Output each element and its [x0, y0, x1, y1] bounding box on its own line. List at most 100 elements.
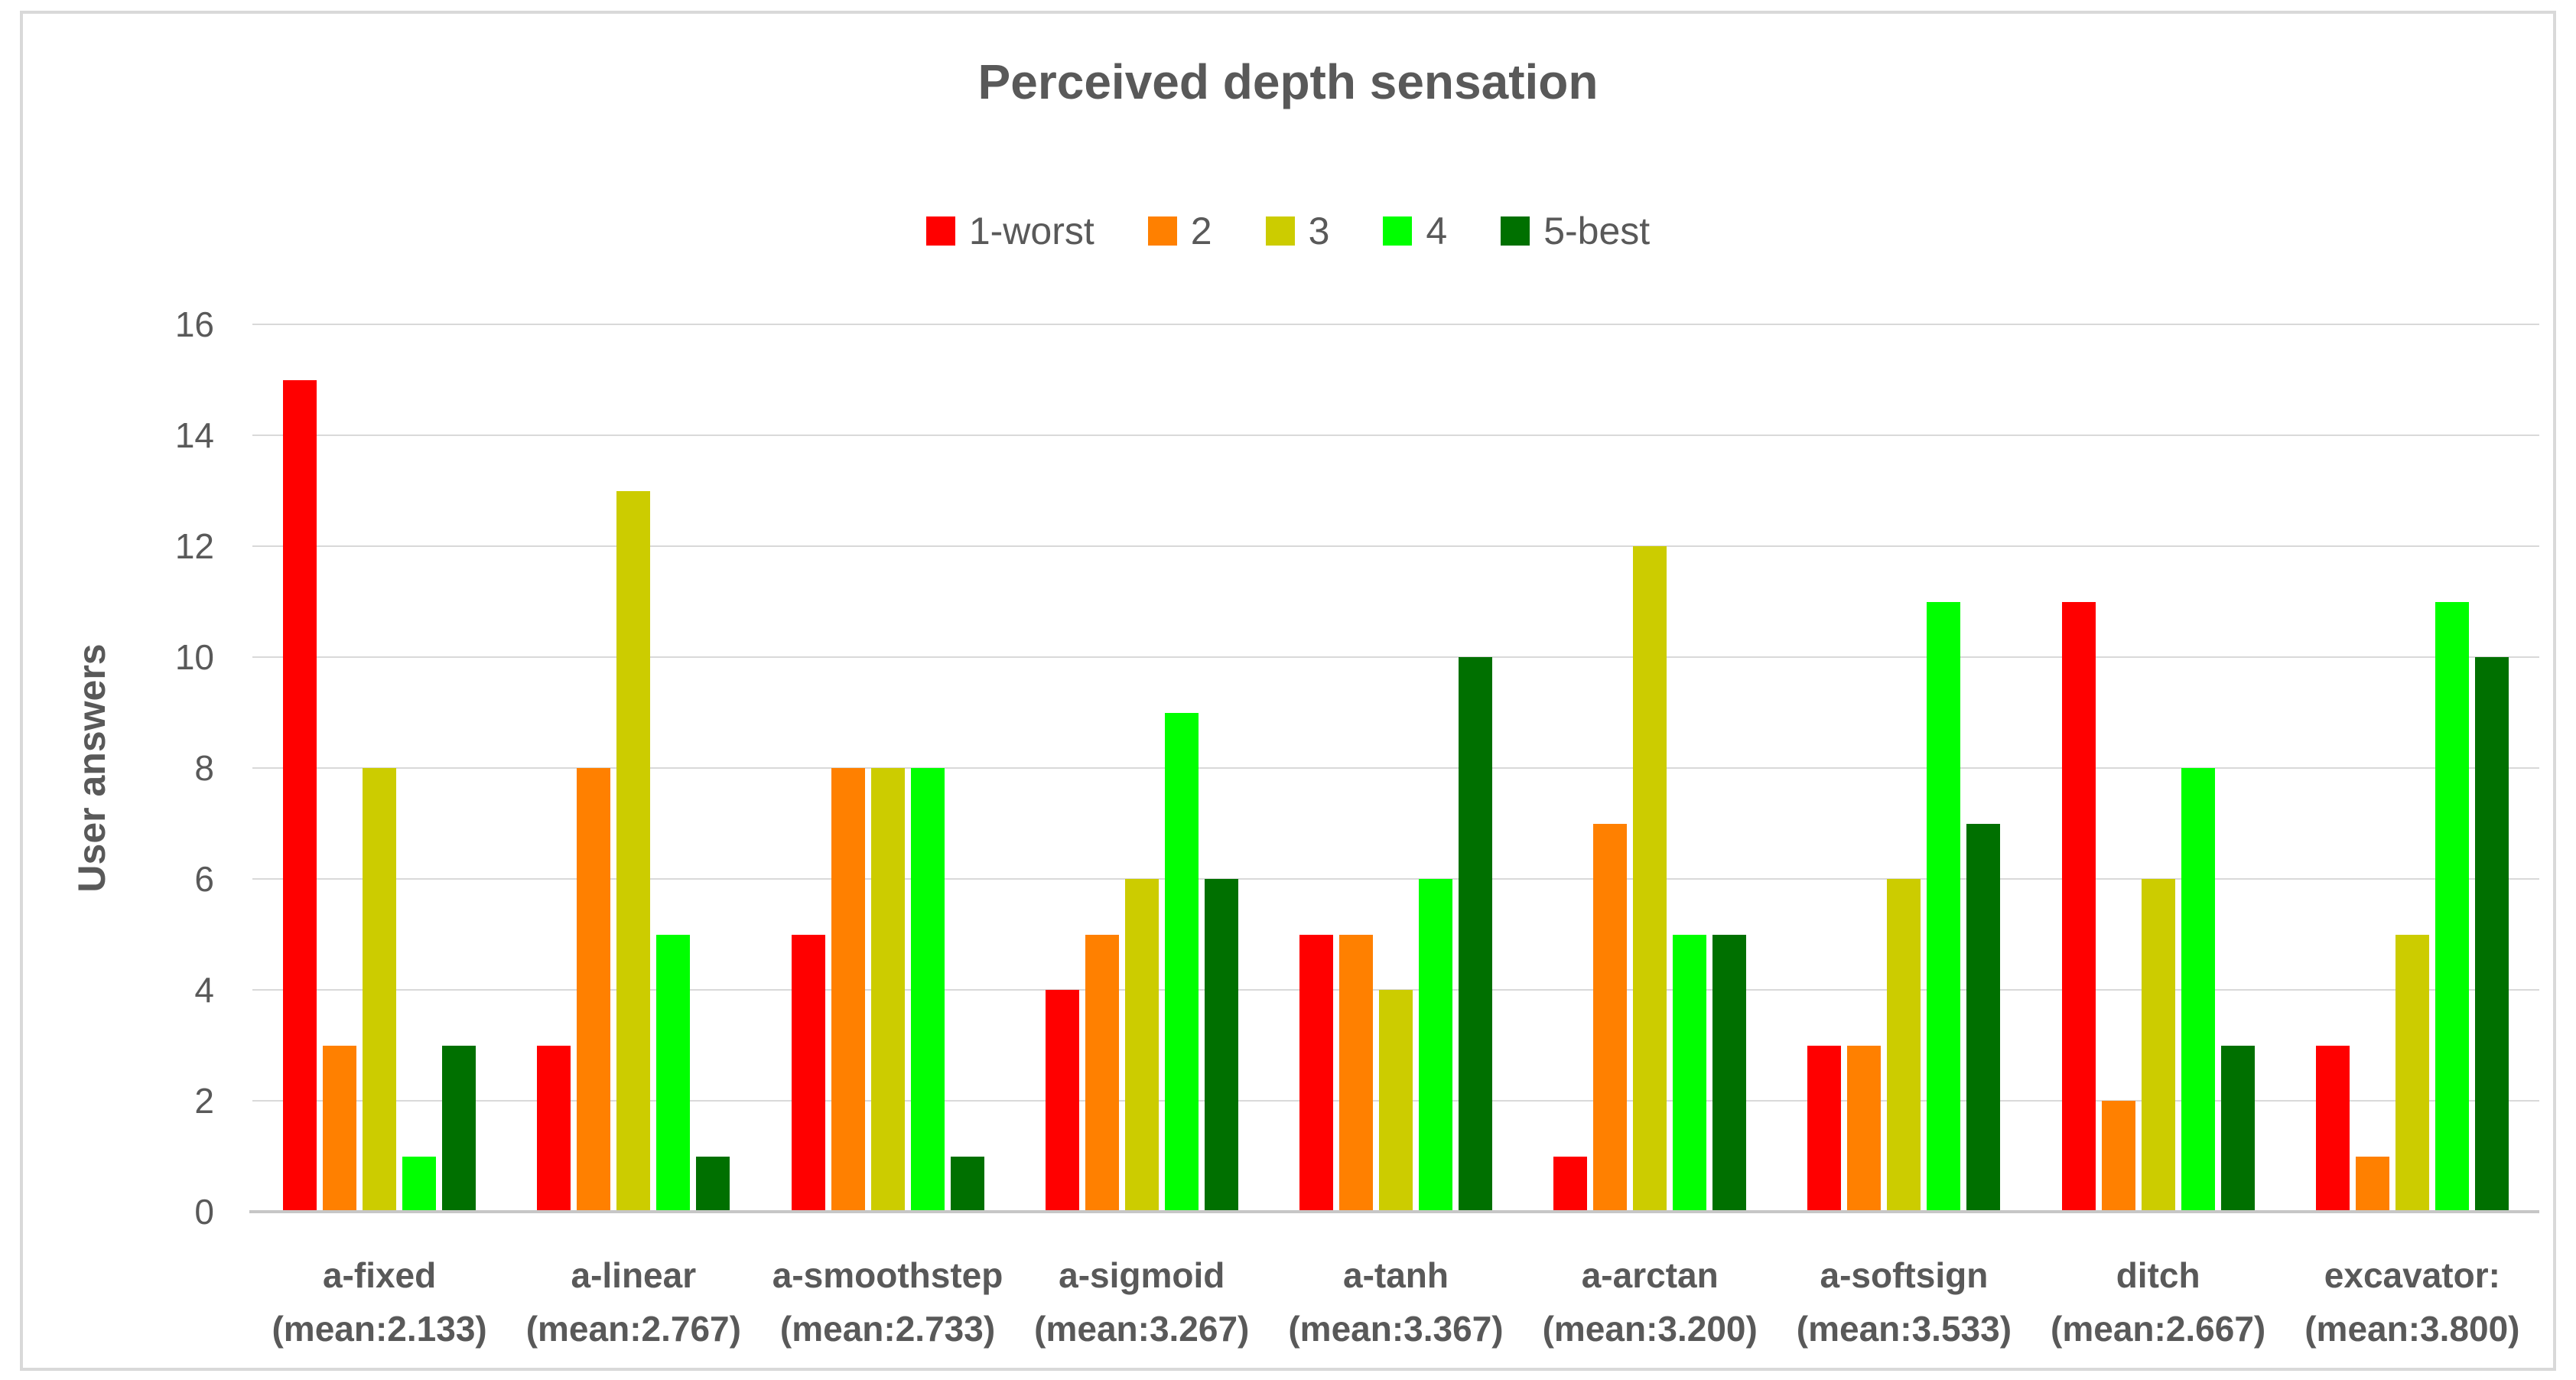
chart-frame: Perceived depth sensation 1-worst 2 3 4 5-be…	[20, 11, 2556, 1371]
x-category-label: a-tanh	[1342, 1255, 1449, 1295]
legend-swatch	[1265, 216, 1295, 246]
y-tick-label: 16	[174, 304, 214, 344]
gridline	[252, 878, 2539, 880]
bar	[1593, 823, 1628, 1212]
bar-group	[2285, 324, 2539, 1212]
bar	[870, 768, 905, 1212]
x-label-slot: a-sigmoid (mean:3.267)	[1015, 1248, 1269, 1356]
x-label-slot: a-tanh (mean:3.367)	[1269, 1248, 1523, 1356]
gridline	[252, 767, 2539, 769]
x-category-label: a-smoothstep	[772, 1255, 1003, 1295]
y-tick-label: 0	[194, 1192, 214, 1232]
bar-group	[2031, 324, 2285, 1212]
bar	[2061, 601, 2096, 1212]
gridline	[252, 324, 2539, 325]
bar	[1807, 1045, 1842, 1212]
legend-item: 3	[1265, 209, 1329, 253]
bar	[1418, 879, 1452, 1212]
x-label-slot: ditch (mean:2.667)	[2031, 1248, 2285, 1356]
legend-swatch	[1383, 216, 1413, 246]
y-tick-label: 4	[194, 970, 214, 1010]
legend-swatch	[1147, 216, 1177, 246]
bar	[323, 1045, 357, 1212]
legend-item: 1-worst	[925, 209, 1094, 253]
x-mean-label: (mean:2.733)	[779, 1309, 996, 1349]
plot-area	[249, 324, 2539, 1213]
bar	[696, 1156, 730, 1212]
bar	[1458, 657, 1492, 1212]
bar	[1927, 601, 1961, 1212]
x-label-slot: a-linear (mean:2.767)	[506, 1248, 760, 1356]
x-category-label: a-softsign	[1820, 1255, 1989, 1295]
x-label-slot: a-fixed (mean:2.133)	[252, 1248, 506, 1356]
x-mean-label: (mean:3.367)	[1288, 1309, 1504, 1349]
bar	[1553, 1156, 1588, 1212]
bar	[2435, 601, 2469, 1212]
bar	[1164, 712, 1199, 1212]
bar	[2220, 1045, 2255, 1212]
y-tick-label: 12	[174, 526, 214, 566]
bar	[831, 768, 865, 1212]
bar	[1338, 934, 1373, 1212]
x-label-slot: a-softsign (mean:3.533)	[1777, 1248, 2031, 1356]
bar	[2141, 879, 2175, 1212]
x-axis-line	[249, 1210, 2539, 1213]
x-category-label: a-arctan	[1581, 1255, 1719, 1295]
bar	[363, 768, 397, 1212]
bar	[2395, 934, 2429, 1212]
gridline	[252, 545, 2539, 547]
y-tick-label: 6	[194, 859, 214, 899]
bar-group	[1777, 324, 2031, 1212]
legend-label: 2	[1190, 210, 1212, 252]
legend: 1-worst 2 3 4 5-best	[23, 207, 2553, 255]
bar	[1124, 879, 1159, 1212]
x-axis-labels: a-fixed (mean:2.133) a-linear (mean:2.767) a…	[252, 1248, 2539, 1356]
legend-swatch	[1501, 216, 1530, 246]
bar	[910, 768, 945, 1212]
bar	[1887, 879, 1921, 1212]
bar	[442, 1045, 476, 1212]
x-mean-label: (mean:2.667)	[2051, 1309, 2266, 1349]
x-category-label: a-linear	[571, 1255, 697, 1295]
bar	[2101, 1101, 2135, 1212]
x-category-label: excavator:	[2324, 1255, 2500, 1295]
bar	[1673, 934, 1707, 1212]
x-mean-label: (mean:2.133)	[272, 1309, 487, 1349]
x-mean-label: (mean:3.267)	[1034, 1309, 1250, 1349]
bar	[1966, 823, 2001, 1212]
bar	[1847, 1045, 1882, 1212]
x-mean-label: (mean:3.200)	[1542, 1309, 1758, 1349]
gridline	[252, 656, 2539, 658]
bar	[656, 934, 691, 1212]
chart-title: Perceived depth sensation	[977, 54, 1599, 109]
y-axis-tick-labels: 0 2 4 6 8 10 12 14 16	[23, 304, 214, 1232]
bar-group	[252, 324, 506, 1212]
bar	[2315, 1045, 2350, 1212]
bar-group	[506, 324, 760, 1212]
bar	[2355, 1156, 2389, 1212]
bar	[1712, 934, 1747, 1212]
x-mean-label: (mean:2.767)	[525, 1309, 741, 1349]
bar	[2474, 657, 2509, 1212]
bar-group	[1269, 324, 1523, 1212]
x-label-slot: excavator: (mean:3.800)	[2285, 1248, 2539, 1356]
y-tick-label: 2	[194, 1081, 214, 1121]
bar	[1204, 879, 1238, 1212]
x-category-label: a-fixed	[322, 1255, 437, 1295]
x-category-label: a-sigmoid	[1059, 1255, 1225, 1295]
bar-groups	[252, 324, 2539, 1212]
legend-label: 4	[1426, 210, 1448, 252]
legend-item: 2	[1147, 209, 1212, 253]
gridline	[252, 435, 2539, 436]
x-category-label: ditch	[2116, 1255, 2200, 1295]
legend-label: 1-worst	[968, 210, 1094, 252]
legend-item: 5-best	[1501, 209, 1650, 253]
x-mean-label: (mean:3.533)	[1796, 1309, 2012, 1349]
legend-label: 5-best	[1543, 210, 1651, 252]
bar	[577, 768, 611, 1212]
bar-group	[1015, 324, 1269, 1212]
bar	[283, 379, 317, 1212]
x-label-slot: a-arctan (mean:3.200)	[1523, 1248, 1777, 1356]
bar-group	[760, 324, 1014, 1212]
bar	[402, 1156, 437, 1212]
